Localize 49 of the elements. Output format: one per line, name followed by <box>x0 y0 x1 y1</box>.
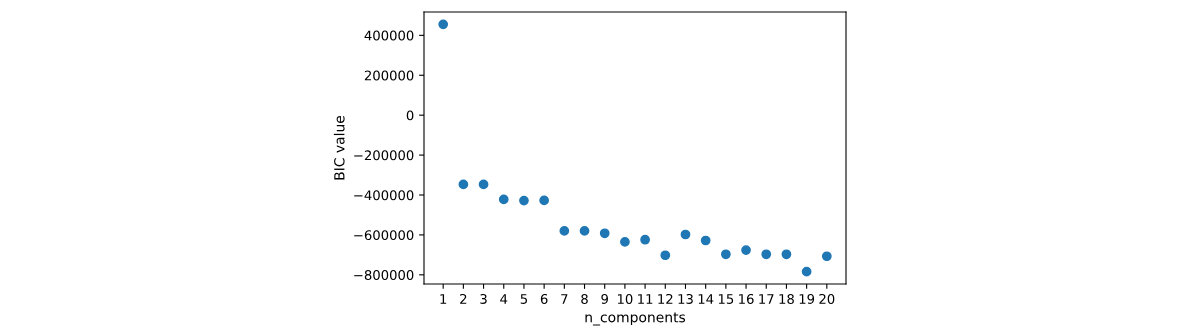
point <box>821 251 832 262</box>
x-tick-label: 17 <box>759 294 774 304</box>
point <box>599 228 610 239</box>
point <box>559 226 570 236</box>
x-axis-title: n_components <box>585 312 686 326</box>
y-tick-label: −800000 <box>354 270 414 281</box>
x-tick-label: 11 <box>638 294 653 304</box>
x-tick-label: 19 <box>799 293 815 304</box>
point <box>761 249 772 260</box>
point <box>438 19 449 30</box>
y-tick-label: 0 <box>406 110 414 121</box>
point <box>660 250 671 261</box>
point <box>620 237 630 247</box>
x-tick-label: 20 <box>819 293 835 304</box>
point <box>498 194 509 205</box>
y-tick-label: −200000 <box>354 150 414 161</box>
point <box>519 195 529 206</box>
x-tick-label: 7 <box>561 294 568 304</box>
point <box>640 234 650 245</box>
x-tick-label: 2 <box>460 293 467 304</box>
y-axis-title: BIC value <box>333 115 345 180</box>
x-tick-label: 18 <box>779 293 794 304</box>
point <box>478 179 489 190</box>
point <box>801 266 812 277</box>
x-tick-label: 13 <box>678 293 693 304</box>
x-tick-label: 8 <box>581 293 588 304</box>
x-tick-label: 5 <box>520 294 527 304</box>
x-tick-label: 3 <box>480 293 487 304</box>
x-tick-label: 10 <box>617 293 633 304</box>
point <box>579 226 590 236</box>
y-tick-label: −600000 <box>354 230 414 241</box>
point <box>741 245 751 255</box>
y-tick-label: −400000 <box>354 190 414 201</box>
y-tick-label: 400000 <box>364 30 414 41</box>
x-tick-label: 6 <box>540 293 548 304</box>
x-tick-label: 12 <box>658 293 673 304</box>
point <box>720 249 731 260</box>
y-tick-label: 200000 <box>364 70 414 81</box>
point <box>539 195 550 206</box>
x-tick-label: 4 <box>500 294 508 304</box>
x-tick-label: 15 <box>718 294 734 304</box>
x-tick-label: 14 <box>698 294 714 304</box>
point <box>781 249 792 260</box>
point <box>458 179 469 190</box>
point <box>680 229 691 240</box>
point <box>700 235 711 246</box>
x-tick-label: 16 <box>739 293 754 304</box>
x-tick-label: 1 <box>440 294 447 304</box>
x-tick-label: 9 <box>601 293 608 304</box>
